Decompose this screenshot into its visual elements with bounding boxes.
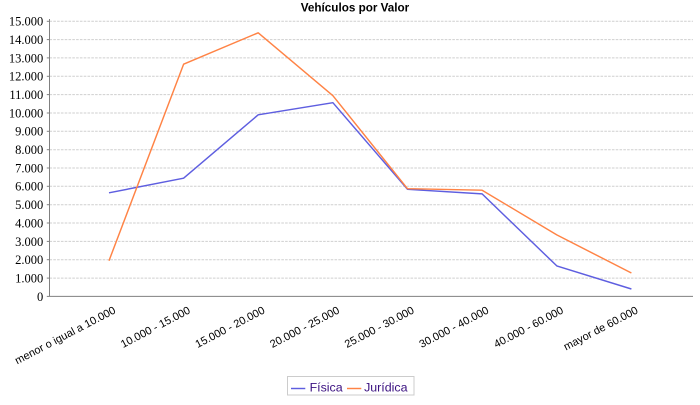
svg-text:0: 0 <box>37 290 43 304</box>
svg-text:Física: Física <box>310 381 343 395</box>
svg-text:1.000: 1.000 <box>15 272 43 286</box>
svg-text:6.000: 6.000 <box>15 180 43 194</box>
svg-text:8.000: 8.000 <box>15 143 43 157</box>
svg-text:2.000: 2.000 <box>15 253 43 267</box>
svg-text:3.000: 3.000 <box>15 235 43 249</box>
svg-text:12.000: 12.000 <box>9 70 43 84</box>
svg-text:5.000: 5.000 <box>15 198 43 212</box>
svg-text:9.000: 9.000 <box>15 125 43 139</box>
svg-text:4.000: 4.000 <box>15 216 43 230</box>
svg-text:13.000: 13.000 <box>9 51 43 65</box>
svg-text:15.000: 15.000 <box>9 15 43 29</box>
svg-text:11.000: 11.000 <box>9 88 43 102</box>
svg-text:7.000: 7.000 <box>15 161 43 175</box>
svg-text:Vehículos por Valor: Vehículos por Valor <box>301 1 410 14</box>
svg-text:Jurídica: Jurídica <box>364 381 407 395</box>
svg-text:14.000: 14.000 <box>9 33 43 47</box>
svg-text:10.000: 10.000 <box>9 106 43 120</box>
